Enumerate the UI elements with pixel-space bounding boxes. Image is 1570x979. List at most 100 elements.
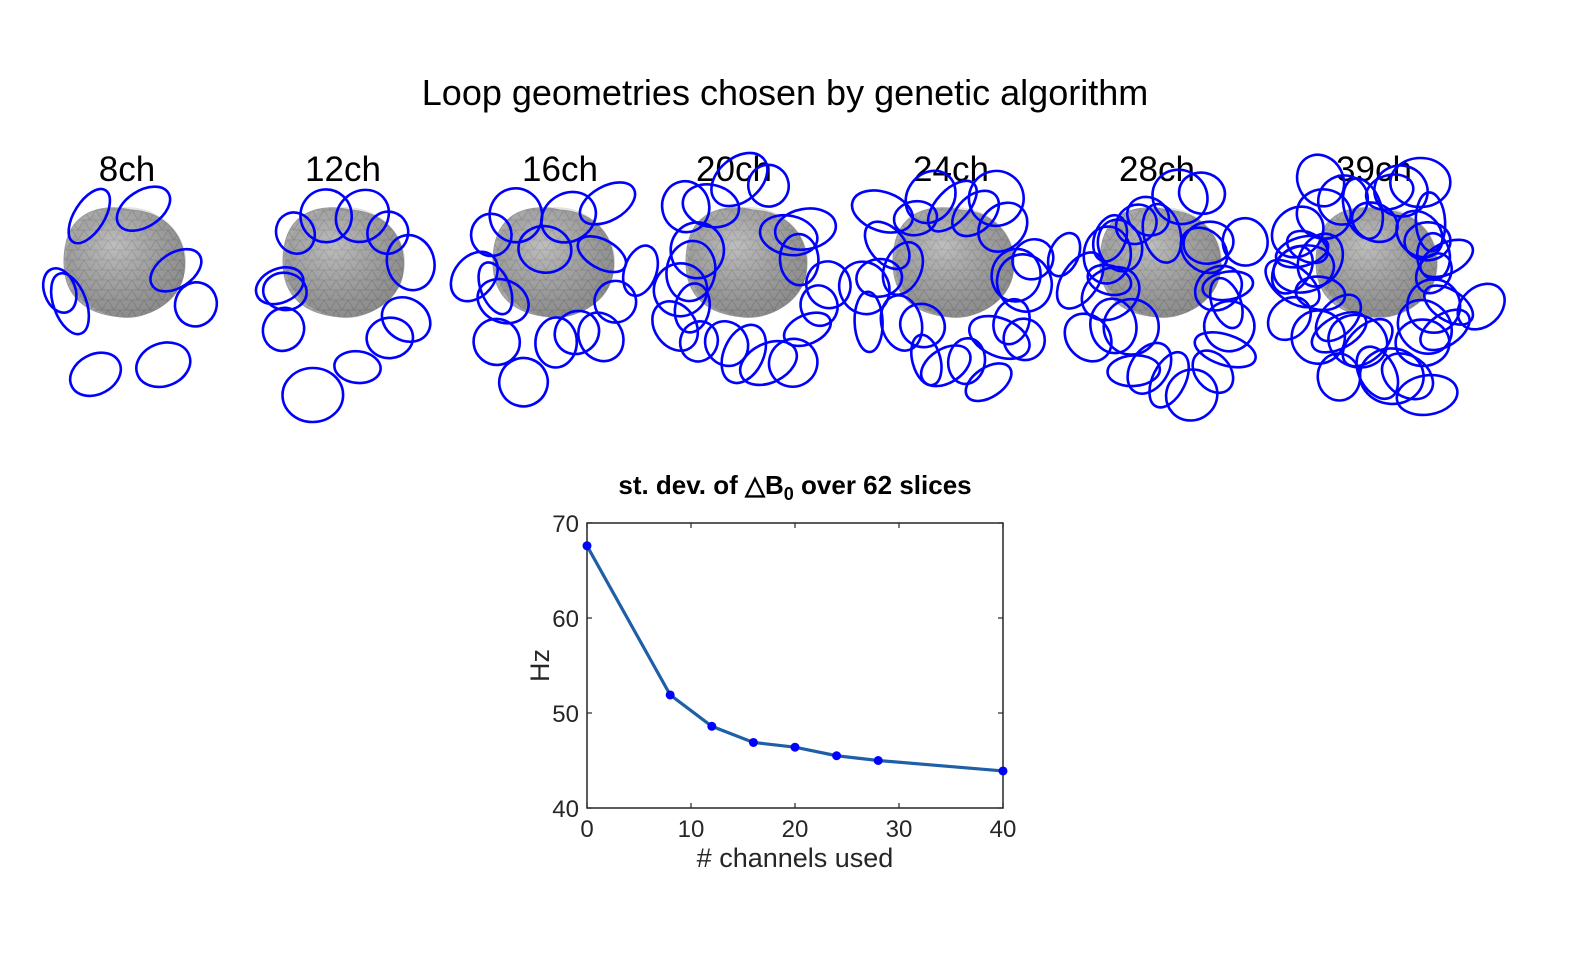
- coil-loop: [115, 185, 172, 233]
- coil-loop: [1270, 205, 1325, 259]
- panel-label-12ch: 12ch: [305, 150, 381, 189]
- coil-loop: [703, 319, 750, 368]
- coil-loop: [651, 300, 700, 352]
- coil-loop: [1456, 282, 1506, 331]
- coil-loop: [553, 309, 601, 356]
- coil-panel-12ch: [254, 188, 436, 424]
- coil-loop: [261, 306, 306, 353]
- data-point: [748, 737, 758, 747]
- coil-loop: [366, 210, 410, 256]
- chart-title-suffix: over 62 slices: [793, 470, 972, 500]
- coil-loop: [968, 314, 1031, 361]
- coil-panel-8ch: [41, 185, 219, 398]
- coil-loop: [1341, 317, 1394, 368]
- y-tick-label: 50: [552, 701, 579, 728]
- figure-title: Loop geometries chosen by genetic algori…: [421, 72, 1149, 113]
- coil-loop: [778, 232, 820, 287]
- coil-loop: [1179, 226, 1229, 275]
- coil-loop: [1272, 244, 1336, 294]
- coil-loop: [665, 239, 717, 303]
- coil-loop: [1046, 231, 1082, 278]
- coil-loop: [1086, 263, 1133, 297]
- y-tick-label: 40: [552, 796, 579, 823]
- coil-loop: [1341, 177, 1385, 241]
- coil-panel-20ch: [651, 151, 852, 389]
- coil-loop: [1082, 225, 1133, 285]
- coil-loop: [1316, 352, 1362, 402]
- coil-loop: [477, 261, 514, 316]
- coil-loop: [497, 356, 550, 408]
- coil-loop: [681, 183, 741, 229]
- coil-panel-39ch: [1264, 153, 1506, 417]
- coil-loop: [990, 247, 1042, 303]
- coil-loop: [577, 311, 625, 363]
- coil-loop: [951, 189, 1001, 238]
- chart-title-prefix: st. dev. of: [618, 470, 746, 500]
- y-tick-label: 60: [552, 606, 579, 633]
- coil-loop: [863, 220, 911, 271]
- chart-title: st. dev. of △B0 over 62 slices: [560, 470, 1030, 505]
- coil-loop: [274, 211, 317, 255]
- coil-loop: [967, 169, 1025, 228]
- series-line: [585, 545, 1004, 773]
- coil-loop: [1310, 310, 1368, 354]
- coil-loop: [41, 267, 78, 314]
- chart-title-symbol: △B: [745, 470, 784, 500]
- coil-loop: [1063, 312, 1113, 363]
- coil-geometry-panels: [41, 151, 1506, 424]
- coil-loop: [1055, 251, 1105, 310]
- coil-loop: [1295, 188, 1353, 240]
- coil-loop: [261, 271, 308, 312]
- coil-loop: [578, 181, 637, 226]
- coil-loop: [67, 187, 112, 245]
- coil-loop: [1264, 258, 1321, 309]
- coil-loop: [1294, 275, 1347, 312]
- coil-loop: [517, 224, 573, 274]
- coil-loop: [1193, 331, 1257, 369]
- coil-loop: [977, 201, 1029, 253]
- coil-loop: [1389, 156, 1452, 209]
- coil-loop: [904, 169, 957, 225]
- data-point: [582, 541, 592, 551]
- coil-loop: [1285, 229, 1329, 265]
- coil-loop: [1125, 195, 1171, 237]
- coil-loop: [1364, 173, 1415, 212]
- coil-loop: [1191, 349, 1235, 395]
- coil-loop: [534, 316, 579, 369]
- coil-loop: [380, 295, 432, 344]
- x-tick-label: 20: [782, 816, 809, 843]
- coil-panel-28ch: [1046, 168, 1269, 422]
- coil-loop: [850, 189, 915, 234]
- x-tick-label: 40: [990, 816, 1017, 843]
- coil-loop: [1182, 220, 1235, 266]
- coil-loop: [1089, 297, 1138, 355]
- data-point: [873, 756, 883, 765]
- coil-loop: [1148, 350, 1191, 409]
- coil-loop: [678, 320, 720, 363]
- coil-loop: [799, 284, 839, 328]
- coil-loop: [68, 351, 123, 398]
- coil-loop: [621, 244, 660, 298]
- coil-loop: [254, 266, 305, 306]
- panel-label-24ch: 24ch: [913, 150, 989, 189]
- coil-loop: [476, 277, 530, 325]
- coil-loop: [964, 362, 1013, 403]
- y-tick-label: 70: [552, 511, 579, 538]
- x-tick-label: 10: [678, 816, 705, 843]
- coil-loop: [173, 281, 219, 328]
- coil-loop: [881, 240, 925, 297]
- head-shading: [1318, 207, 1438, 317]
- coil-loop: [593, 279, 638, 324]
- coil-loop: [1080, 265, 1141, 322]
- coil-loop: [1114, 203, 1158, 246]
- x-axis-label: # channels used: [697, 843, 894, 873]
- coil-loop: [1193, 264, 1244, 312]
- coil-loop: [333, 349, 382, 385]
- coil-loop: [995, 253, 1054, 313]
- coil-loop: [488, 187, 544, 244]
- data-point: [998, 766, 1008, 776]
- coil-loop: [1295, 153, 1346, 208]
- x-tick-label: 0: [580, 816, 593, 843]
- y-axis-label: Hz: [525, 649, 555, 682]
- head-shading: [895, 207, 1015, 317]
